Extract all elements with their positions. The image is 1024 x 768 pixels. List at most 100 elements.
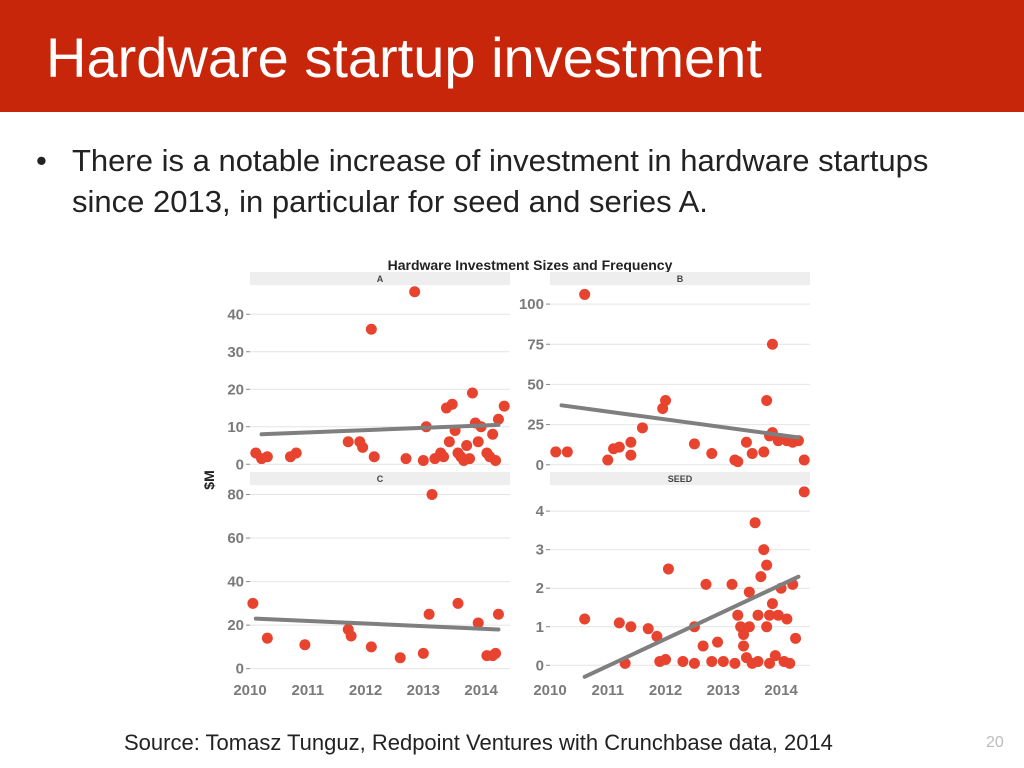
- data-point-seed: [752, 655, 764, 667]
- data-point-seed: [712, 636, 724, 648]
- data-point-b: [561, 446, 573, 458]
- data-point-a: [409, 286, 421, 298]
- trend-line-c: [253, 616, 501, 632]
- data-point-seed: [784, 657, 796, 669]
- data-point-seed: [743, 586, 755, 598]
- data-point-b: [688, 438, 700, 450]
- data-point-a: [461, 440, 473, 451]
- facet-strip-b: [550, 272, 810, 285]
- data-point-b: [625, 436, 637, 448]
- data-point-a: [498, 400, 510, 412]
- facet-label-a: A: [377, 274, 384, 284]
- y-tick-label-c: 80: [227, 487, 244, 504]
- data-point-seed: [688, 657, 700, 669]
- y-tick-label-b: 100: [519, 296, 544, 313]
- data-point-seed: [752, 609, 764, 621]
- source-caption: Source: Tomasz Tunguz, Redpoint Ventures…: [124, 730, 833, 755]
- y-tick-label-c: 20: [227, 617, 244, 634]
- data-point-a: [490, 455, 502, 466]
- facet-strip-a: [250, 272, 510, 285]
- facet-strip-c: [250, 472, 510, 485]
- data-point-c: [261, 632, 273, 644]
- x-tick-label-seed: 2012: [649, 682, 682, 699]
- data-point-b: [772, 435, 784, 447]
- y-tick-label-seed: 1: [536, 619, 544, 636]
- y-tick-label-seed: 0: [536, 657, 544, 674]
- x-tick-label-c: 2013: [407, 682, 440, 699]
- bullet-text: There is a notable increase of investmen…: [72, 143, 929, 219]
- y-tick-label-c: 0: [236, 661, 244, 678]
- page-number: 20: [986, 734, 1004, 751]
- y-tick-label-b: 25: [527, 417, 544, 434]
- data-point-c: [394, 652, 406, 664]
- data-point-seed: [651, 630, 663, 642]
- data-point-seed: [764, 609, 776, 621]
- investment-chart: Hardware Investment Sizes and Frequency …: [200, 248, 820, 708]
- facet-label-c: C: [377, 474, 384, 484]
- data-point-seed: [732, 609, 744, 621]
- data-point-seed: [755, 571, 767, 583]
- data-point-a: [365, 323, 377, 335]
- data-point-a: [438, 451, 450, 463]
- data-point-a: [342, 436, 354, 448]
- slide-title: Hardware startup investment: [46, 26, 762, 89]
- chart-title: Hardware Investment Sizes and Frequency: [388, 257, 673, 273]
- data-point-b: [706, 448, 718, 460]
- data-point-seed: [738, 628, 750, 640]
- data-point-c: [492, 608, 504, 620]
- data-point-seed: [729, 657, 741, 669]
- x-tick-label-seed: 2013: [707, 682, 740, 699]
- y-tick-label-b: 50: [527, 376, 544, 393]
- data-point-b: [758, 446, 770, 458]
- data-point-a: [443, 436, 455, 448]
- data-point-b: [766, 338, 778, 350]
- data-point-seed: [625, 621, 637, 633]
- x-tick-label-c: 2014: [464, 682, 498, 699]
- data-point-a: [446, 398, 458, 410]
- data-point-b: [602, 454, 614, 466]
- data-point-seed: [798, 486, 810, 498]
- trend-line-b: [559, 403, 801, 440]
- data-point-b: [579, 288, 591, 300]
- data-point-c: [490, 647, 502, 659]
- data-point-b: [798, 454, 810, 466]
- data-point-a: [368, 451, 380, 463]
- data-point-a: [261, 451, 273, 463]
- data-point-seed: [706, 655, 718, 667]
- y-tick-label-a: 10: [227, 419, 244, 436]
- x-tick-label-c: 2011: [292, 682, 325, 699]
- facet-label-seed: SEED: [668, 474, 693, 484]
- x-tick-label-seed: 2011: [592, 682, 625, 699]
- data-point-seed: [769, 650, 781, 662]
- x-tick-label-seed: 2010: [533, 682, 566, 699]
- data-point-c: [423, 608, 435, 620]
- y-tick-label-seed: 4: [536, 503, 545, 520]
- trend-line-a: [259, 422, 501, 437]
- y-tick-label-seed: 3: [536, 542, 544, 559]
- data-point-c: [452, 597, 464, 609]
- data-point-b: [636, 422, 648, 434]
- x-tick-label-seed: 2014: [764, 682, 798, 699]
- x-tick-label-c: 2012: [349, 682, 382, 699]
- data-point-a: [472, 436, 484, 448]
- data-point-a: [487, 428, 499, 440]
- data-point-seed: [579, 613, 591, 625]
- data-point-seed: [717, 655, 729, 667]
- y-tick-label-b: 0: [536, 457, 544, 474]
- y-tick-label-c: 40: [227, 574, 244, 591]
- data-point-seed: [697, 640, 709, 652]
- data-point-c: [247, 597, 259, 609]
- data-point-seed: [642, 623, 654, 635]
- y-tick-label-a: 30: [227, 344, 244, 361]
- data-point-b: [625, 449, 637, 461]
- data-point-b: [732, 456, 744, 468]
- data-point-c: [426, 489, 438, 501]
- data-point-seed: [758, 544, 770, 556]
- data-point-b: [550, 446, 562, 458]
- data-point-seed: [761, 559, 773, 571]
- data-point-a: [492, 413, 504, 425]
- chart-ylabel: $M: [201, 470, 217, 489]
- data-point-seed: [613, 617, 625, 629]
- data-point-seed: [761, 621, 773, 633]
- data-point-c: [345, 630, 357, 642]
